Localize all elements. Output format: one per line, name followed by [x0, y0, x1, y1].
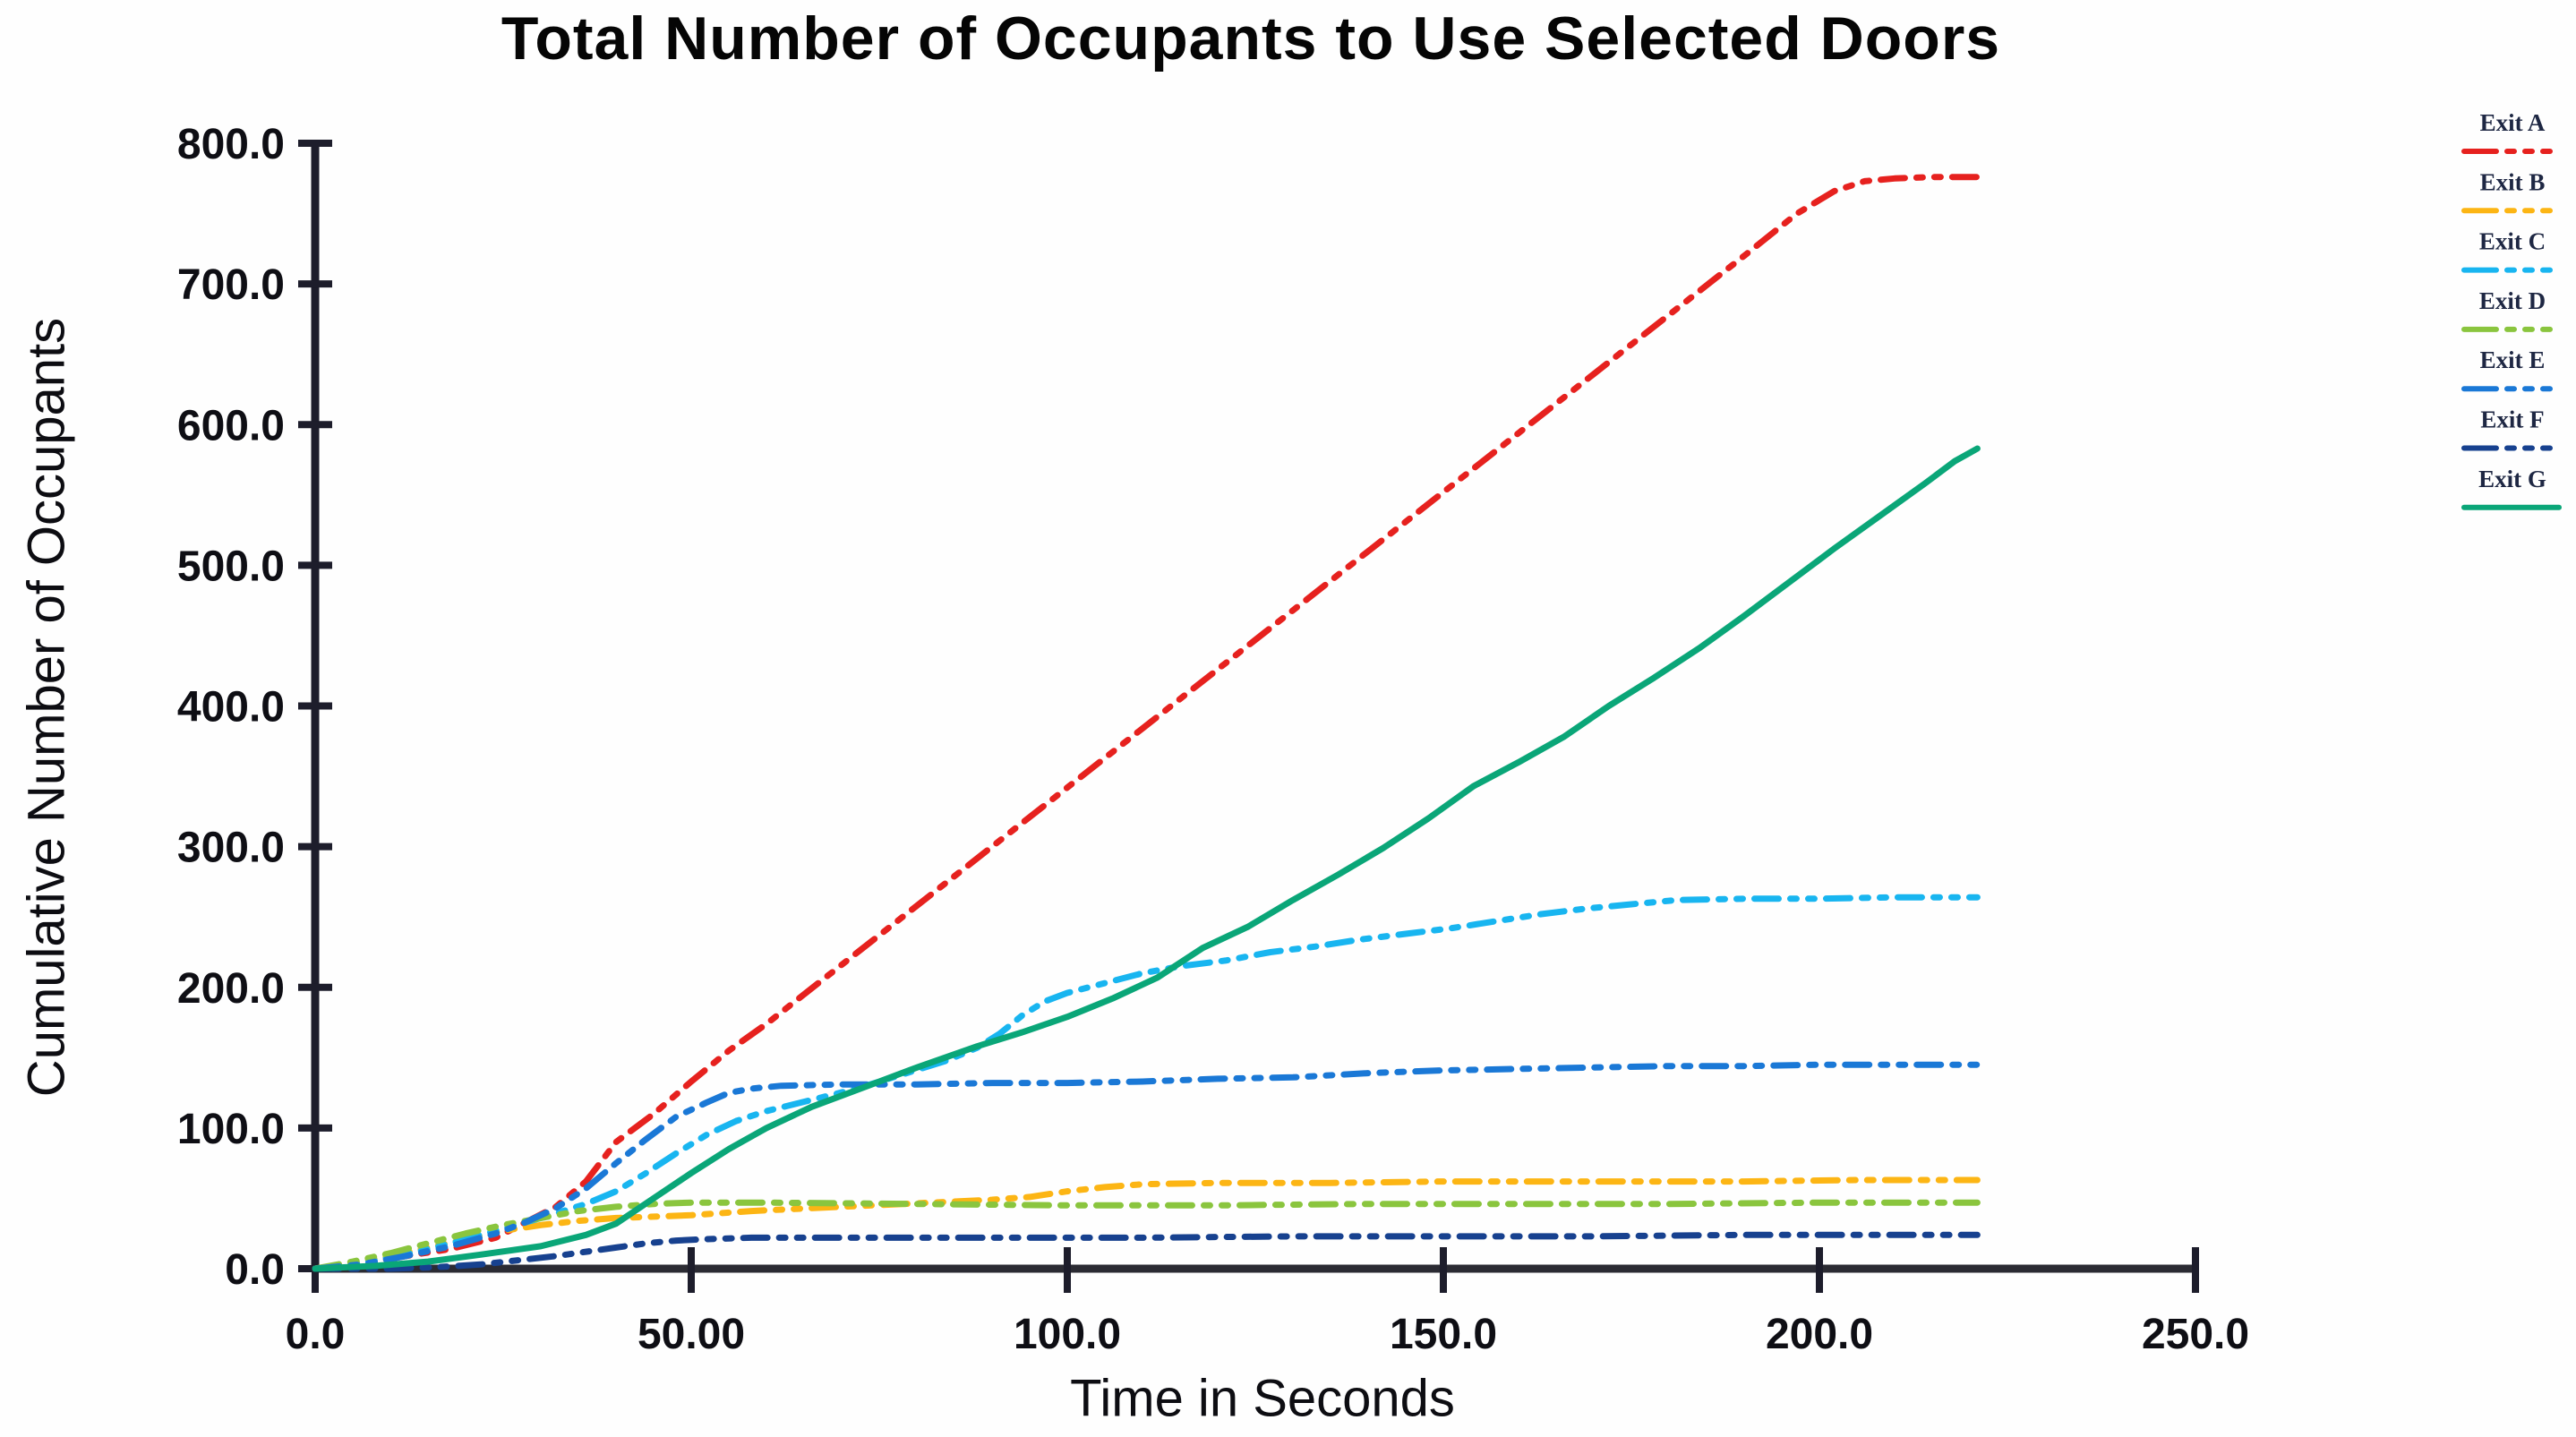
legend-entry-exit-b: Exit B [2461, 168, 2562, 214]
y-tick-label: 0.0 [225, 1246, 285, 1294]
legend-entry-exit-c: Exit C [2461, 228, 2562, 273]
legend-entry-exit-e: Exit E [2461, 346, 2562, 392]
series-exit-c [312, 894, 1981, 1272]
legend-label: Exit C [2479, 228, 2546, 255]
x-tick-label: 0.0 [286, 1311, 346, 1358]
legend-label: Exit E [2480, 346, 2546, 373]
y-tick-label: 300.0 [177, 825, 285, 872]
y-tick-label: 800.0 [177, 121, 285, 168]
y-tick-label: 200.0 [177, 965, 285, 1013]
y-tick-label: 400.0 [177, 684, 285, 731]
y-tick-label: 500.0 [177, 543, 285, 590]
y-tick-label: 700.0 [177, 261, 285, 309]
legend-label: Exit G [2478, 466, 2546, 492]
legend-label: Exit A [2480, 109, 2546, 136]
x-tick-label: 250.0 [2142, 1311, 2249, 1358]
x-axis-title: Time in Seconds [1070, 1369, 1455, 1428]
x-tick-label: 50.00 [638, 1311, 745, 1358]
legend-entry-exit-a: Exit A [2461, 109, 2562, 154]
series-exit-f [312, 1231, 1981, 1272]
x-tick-label: 200.0 [1766, 1311, 1873, 1358]
legend-label: Exit F [2480, 406, 2544, 433]
series-exit-a [312, 174, 1981, 1272]
y-axis-title: Cumulative Number of Occupants [17, 317, 76, 1098]
chart-title: Total Number of Occupants to Use Selecte… [501, 4, 2001, 73]
legend-entry-exit-g: Exit G [2461, 466, 2562, 510]
x-tick-label: 150.0 [1390, 1311, 1497, 1358]
y-tick-label: 100.0 [177, 1106, 285, 1153]
y-tick-label: 600.0 [177, 402, 285, 449]
series-exit-e [312, 1061, 1981, 1272]
legend-label: Exit D [2479, 287, 2546, 314]
legend-label: Exit B [2480, 168, 2546, 195]
series-exit-g [312, 445, 1981, 1272]
series-exit-d [312, 1199, 1981, 1272]
legend-entry-exit-f: Exit F [2461, 406, 2562, 451]
x-tick-label: 100.0 [1014, 1311, 1121, 1358]
legend-entry-exit-d: Exit D [2461, 287, 2562, 332]
